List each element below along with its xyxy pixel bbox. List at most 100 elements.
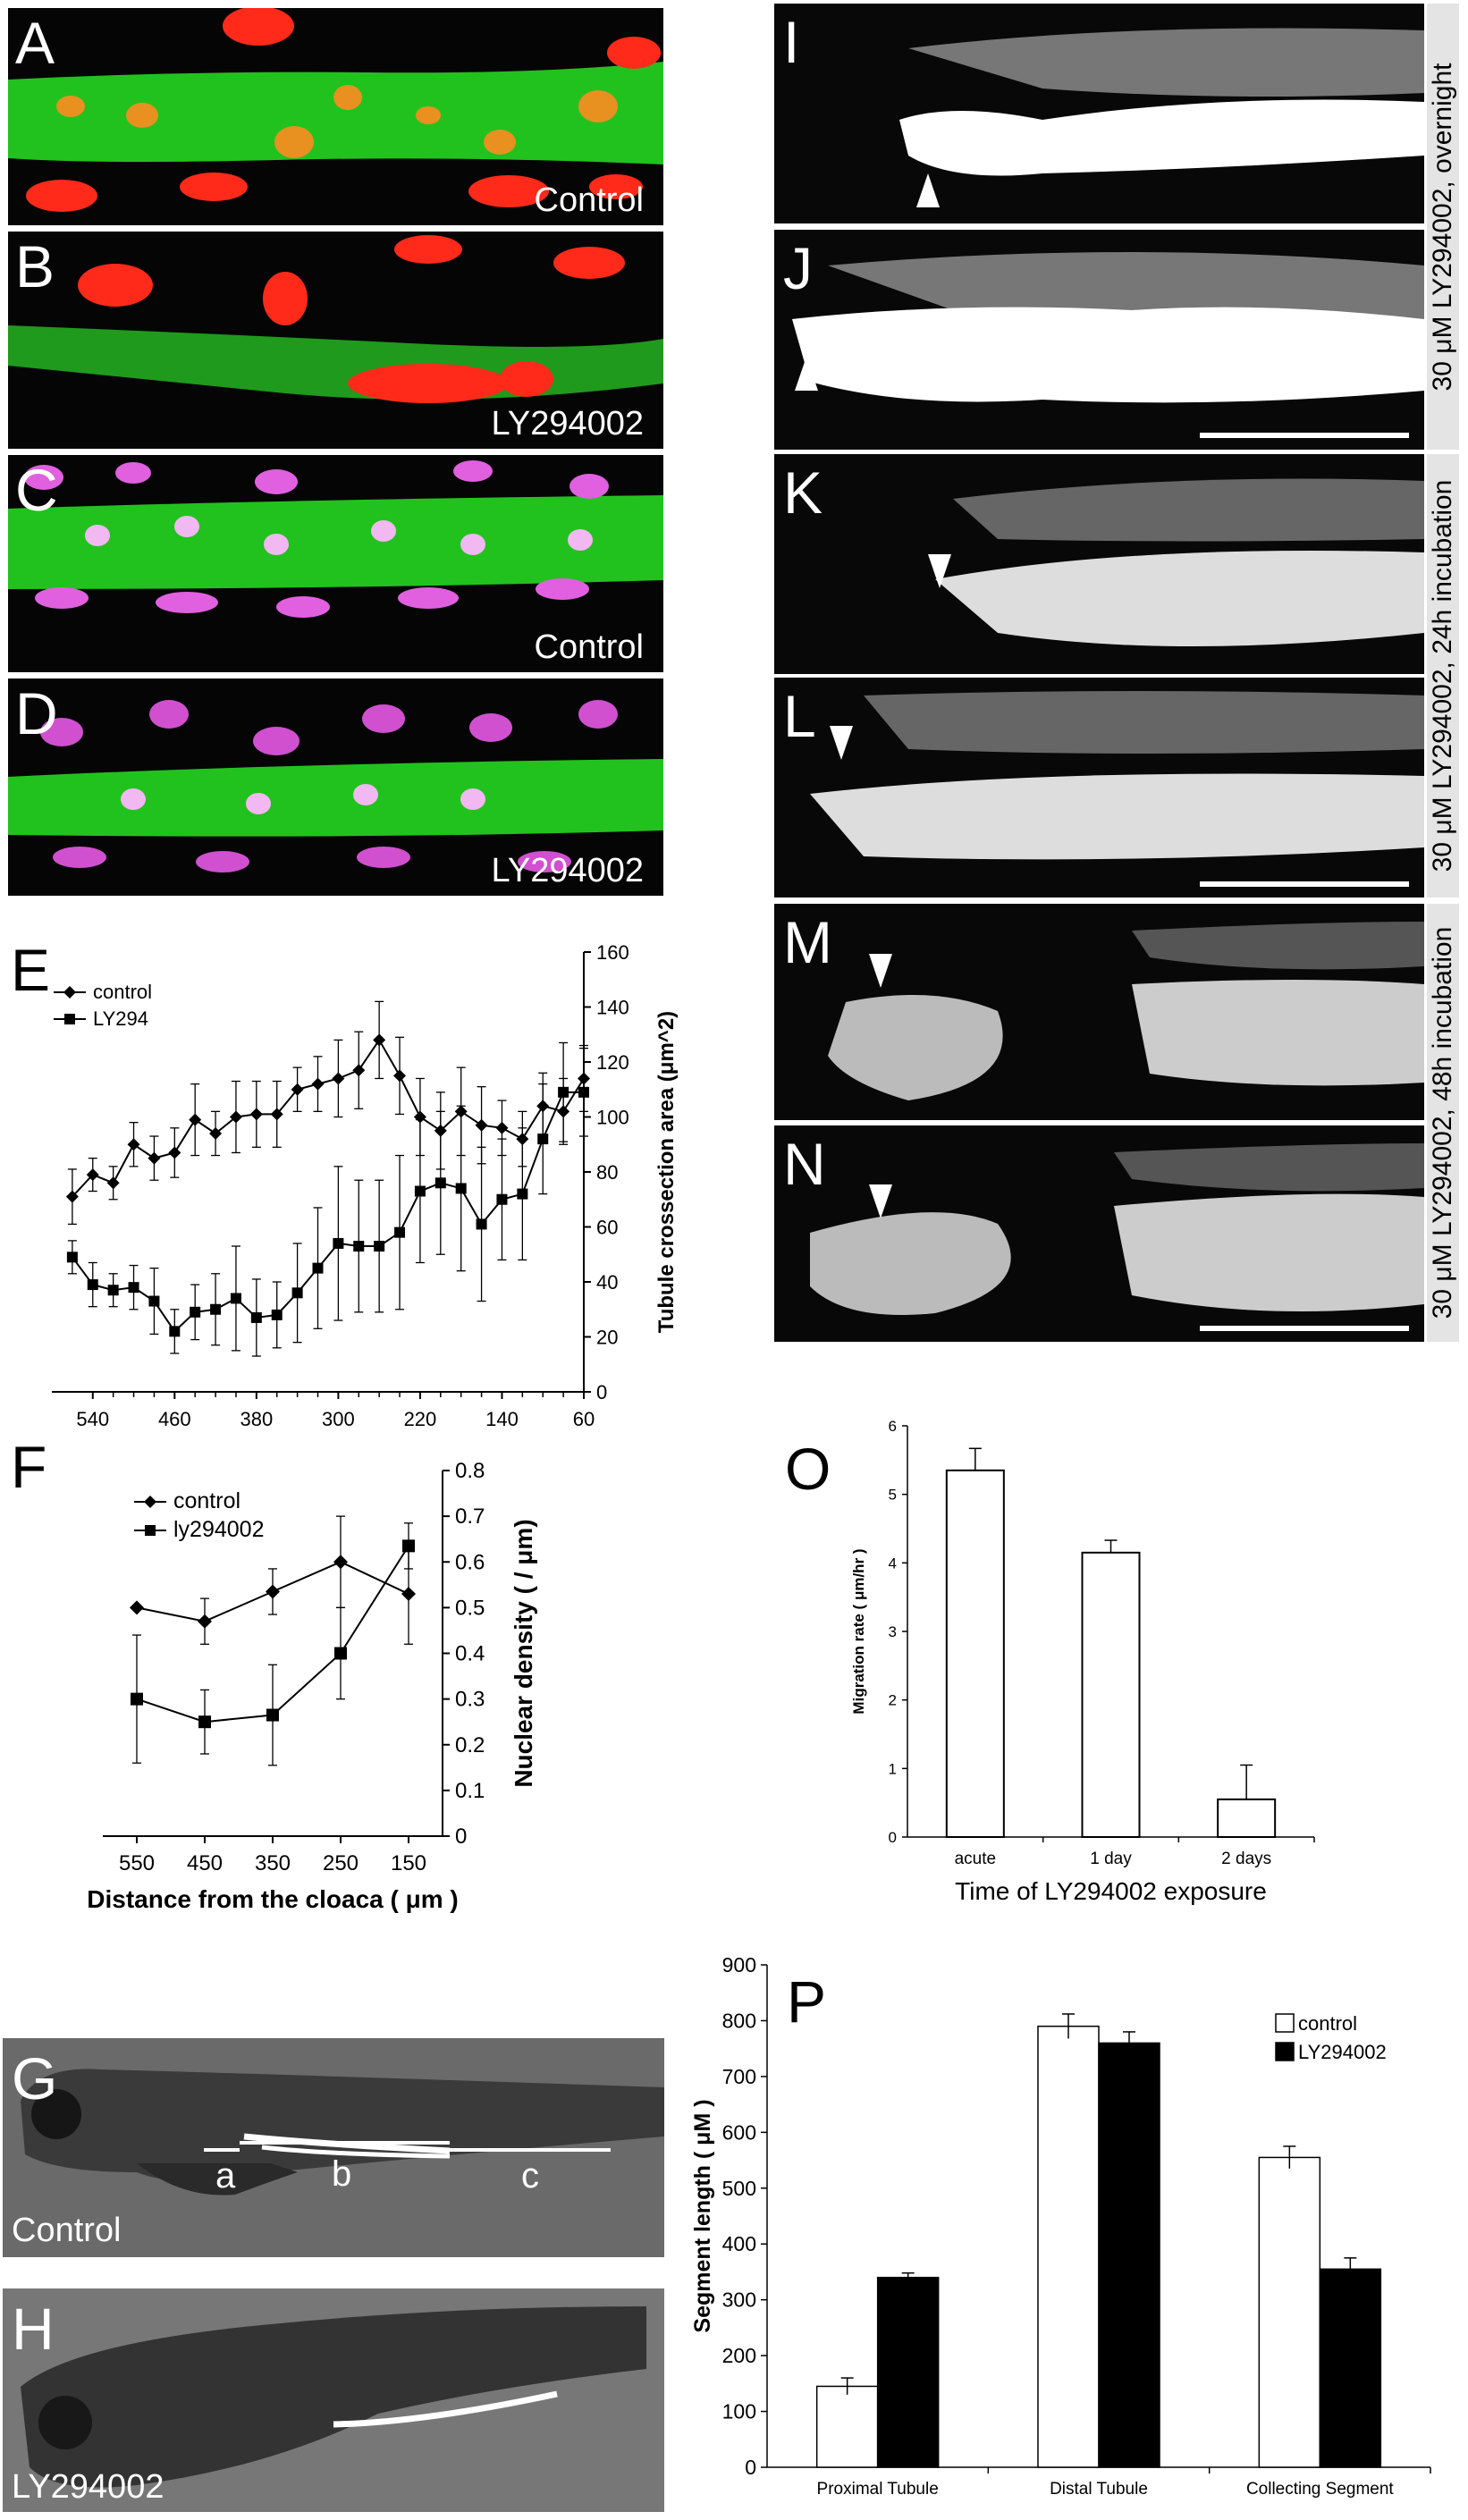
- data-point-control: [333, 1555, 348, 1570]
- data-point-LY294: [271, 1309, 283, 1320]
- legend-control-label: control: [93, 981, 152, 1003]
- data-point-control: [352, 1064, 366, 1077]
- condition-label-c: Control: [534, 628, 645, 666]
- data-point-control: [198, 1614, 212, 1629]
- x-tick-label: Collecting Segment: [1246, 2480, 1394, 2499]
- panel-letter-d: D: [15, 680, 58, 746]
- bar-LY294002: [876, 2276, 940, 2468]
- sidebar-label-kl: 30 μM LY294002, 24h incubation: [1427, 454, 1459, 898]
- panel-n-image: N: [774, 1125, 1424, 1342]
- panel-letter-n: N: [783, 1131, 826, 1197]
- y-tick-label: 500: [722, 2177, 756, 2200]
- data-point-control: [311, 1077, 325, 1091]
- y-tick-label: 0.3: [455, 1688, 485, 1712]
- bar-LY294002: [1098, 2042, 1160, 2468]
- panel-c-image: C Control: [8, 455, 663, 672]
- y-tick-label: 0.2: [455, 1733, 485, 1757]
- data-point-LY294: [434, 1177, 446, 1189]
- side-label-48h: 30 μM LY294002, 48h incubation: [1428, 926, 1457, 1319]
- bar-acute: [945, 1469, 1005, 1838]
- scale-bar-l: [1200, 881, 1409, 887]
- data-point-LY294: [128, 1282, 139, 1294]
- migrating-cells-m: [828, 922, 1424, 1100]
- tubule-fluorescence-c: [8, 460, 663, 618]
- panel-d-image: D LY294002: [8, 678, 663, 896]
- series-line-control: [72, 1038, 585, 1198]
- larva-brightfield-g: [3, 2038, 664, 2257]
- y-tick-label: 40: [596, 1271, 618, 1294]
- y-tick-label: 80: [596, 1161, 618, 1184]
- y-tick-label: 200: [722, 2344, 756, 2367]
- x-tick-label: acute: [955, 1850, 996, 1868]
- bar-control: [815, 2385, 879, 2468]
- side-label-24h: 30 μM LY294002, 24h incubation: [1428, 479, 1457, 872]
- panel-h-image: H LY294002: [3, 2288, 664, 2512]
- x-tick-label: 380: [240, 1408, 273, 1430]
- data-point-LY294: [291, 1287, 303, 1299]
- y-tick-label: 0.4: [455, 1642, 485, 1666]
- arrowhead-m: [869, 954, 892, 988]
- legend-LY294-label: LY294: [93, 1007, 148, 1030]
- data-point-LY294: [374, 1241, 385, 1252]
- x-tick-label: 1 day: [1090, 1850, 1132, 1868]
- y-tick-label: 20: [596, 1327, 618, 1349]
- x-tick-label: 2 days: [1221, 1850, 1271, 1868]
- condition-label-g: Control: [12, 2212, 122, 2249]
- panel-letter-p: P: [787, 1968, 827, 2035]
- condition-label-a: Control: [534, 181, 645, 219]
- data-point-control: [475, 1118, 488, 1132]
- data-point-LY294: [414, 1185, 426, 1197]
- data-point-LY294: [537, 1134, 549, 1145]
- tubule-fluorescence-b: [8, 235, 663, 403]
- legend-control-marker: [63, 986, 76, 999]
- scale-bar-n: [1200, 1326, 1409, 1331]
- x-tick-label: 350: [255, 1851, 291, 1875]
- data-point-control: [266, 1584, 280, 1599]
- data-point-control: [65, 1190, 79, 1203]
- data-point-control: [168, 1146, 181, 1159]
- data-point-ly294002: [334, 1647, 347, 1660]
- legend-swatch-control: [1275, 2013, 1295, 2033]
- data-point-ly294002: [198, 1715, 211, 1729]
- y-tick-label: 4: [889, 1555, 897, 1572]
- panel-letter-f: F: [11, 1434, 47, 1500]
- legend-ly294002-label: ly294002: [173, 1517, 264, 1542]
- y-tick-label: 900: [722, 1953, 756, 1976]
- arrowhead-l: [830, 726, 853, 760]
- panel-b-image: B LY294002: [8, 232, 663, 449]
- scale-bar-j: [1200, 433, 1409, 438]
- data-point-control: [229, 1110, 242, 1124]
- data-point-LY294: [230, 1293, 241, 1304]
- legend-control-label: control: [173, 1488, 240, 1513]
- data-point-LY294: [558, 1086, 569, 1098]
- sidebar-label-mn: 30 μM LY294002, 48h incubation: [1427, 904, 1459, 1342]
- data-point-control: [106, 1176, 120, 1190]
- data-point-LY294: [578, 1086, 589, 1098]
- data-point-control: [189, 1113, 202, 1126]
- arrowhead-i: [916, 173, 940, 207]
- data-point-LY294: [333, 1237, 344, 1249]
- legend-label-LY294002: LY294002: [1298, 2041, 1387, 2063]
- migrating-cells-n: [810, 1143, 1424, 1315]
- y-tick-label: 0: [889, 1829, 897, 1846]
- bar-2 days: [1217, 1798, 1277, 1839]
- segment-label-c: c: [521, 2156, 539, 2196]
- data-point-control: [495, 1121, 509, 1134]
- data-point-ly294002: [402, 1539, 415, 1553]
- chart-p: 0 100 200 300 400 500 600 700 800 900 Proximal Tub…: [690, 1953, 1431, 2499]
- data-point-LY294: [353, 1241, 365, 1252]
- panel-letter-l: L: [783, 683, 816, 749]
- legend-control-marker: [144, 1496, 156, 1508]
- arrowhead-j: [795, 357, 818, 391]
- data-point-control: [209, 1126, 223, 1140]
- panel-letter-g: G: [12, 2045, 58, 2111]
- larva-brightfield-h: [3, 2288, 664, 2512]
- y-tick-label: 0.8: [455, 1459, 485, 1483]
- panel-a-image: A Control: [8, 8, 663, 225]
- panel-letter-c: C: [15, 457, 58, 523]
- bar-control: [1037, 2025, 1100, 2468]
- y-tick-label: 0: [596, 1381, 607, 1403]
- y-tick-label: 400: [722, 2232, 756, 2255]
- x-tick-label: Proximal Tubule: [817, 2480, 939, 2499]
- panel-k-image: K: [774, 454, 1424, 674]
